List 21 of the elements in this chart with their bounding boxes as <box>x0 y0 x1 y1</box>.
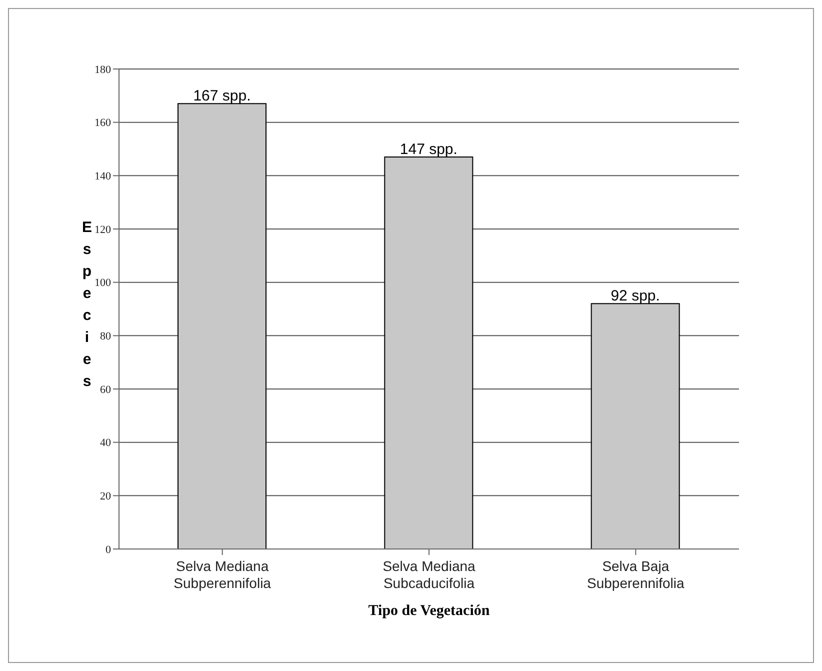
y-tick-label: 60 <box>100 384 112 396</box>
y-tick-label: 120 <box>94 224 112 236</box>
y-tick-label: 20 <box>100 490 112 503</box>
y-tick-label: 40 <box>100 437 112 450</box>
y-tick-label: 100 <box>94 277 112 290</box>
data-label: 92 spp. <box>610 288 660 305</box>
bar <box>590 303 680 549</box>
data-label: 167 spp. <box>193 88 251 105</box>
bar <box>384 156 474 549</box>
x-tick-label: Selva Mediana Subperennifolia <box>174 558 272 591</box>
y-axis-title: Especies <box>82 219 92 390</box>
x-tick-label: Selva Mediana Subcaducifolia <box>382 558 476 591</box>
x-tick-label: Selva Baja Subperennifolia <box>587 558 685 591</box>
data-label: 147 spp. <box>400 141 458 158</box>
y-tick-label: 0 <box>106 544 112 556</box>
x-axis-title: Tipo de Vegetación <box>368 603 490 619</box>
bar <box>178 103 266 549</box>
y-tick-label: 160 <box>94 117 112 130</box>
y-tick-label: 80 <box>100 330 112 343</box>
y-tick-label: 140 <box>94 170 112 183</box>
y-tick-label: 180 <box>94 64 112 76</box>
